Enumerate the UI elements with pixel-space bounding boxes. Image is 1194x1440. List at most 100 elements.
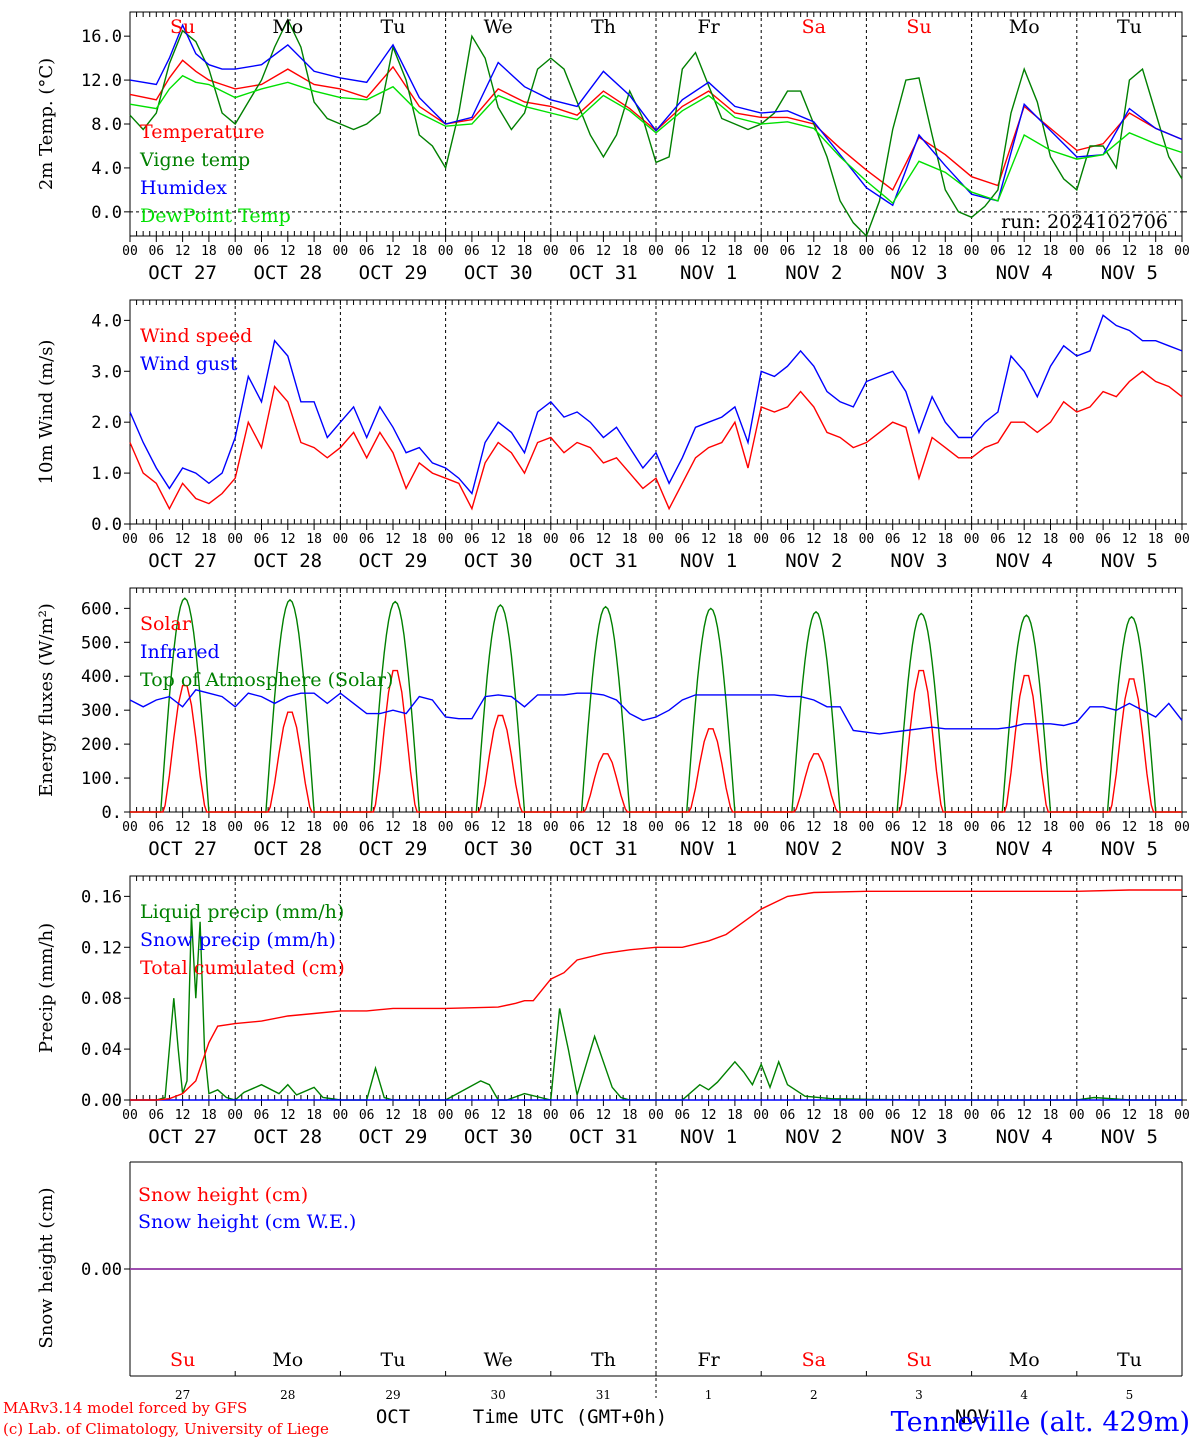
weekday-label: Th xyxy=(591,1349,616,1371)
hour-tick-label: 18 xyxy=(1148,1108,1164,1123)
hour-tick-label: 12 xyxy=(490,1108,506,1123)
hour-tick-label: 18 xyxy=(1043,820,1059,835)
y-axis-label: Energy fluxes (W/m²) xyxy=(36,603,57,797)
hour-tick-label: 06 xyxy=(1095,532,1111,547)
date-label: NOV 4 xyxy=(996,262,1053,284)
date-label: NOV 2 xyxy=(785,1126,842,1148)
panel-1: 00 06 12 18 00 06 12 18 00 06 12 18 00 06 12 18 00 06 12 18… xyxy=(36,11,1190,284)
panel-5: 0.00 Snow height (cm) Snow height (cm) Snow… xyxy=(36,1161,1183,1428)
hour-tick-label: 00 xyxy=(1069,244,1085,259)
hour-tick-label: 06 xyxy=(464,1108,480,1123)
weekday-label: Mo xyxy=(272,16,303,38)
hour-tick-label: 12 xyxy=(701,1108,717,1123)
hour-tick-label: 12 xyxy=(280,1108,296,1123)
date-label: NOV 2 xyxy=(785,550,842,572)
hour-tick-label: 12 xyxy=(280,532,296,547)
day-number: 29 xyxy=(385,1388,400,1402)
hour-tick-label: 18 xyxy=(622,820,638,835)
hour-tick-label: 06 xyxy=(254,244,270,259)
hour-tick-label: 06 xyxy=(885,820,901,835)
hour-tick-label: 06 xyxy=(990,532,1006,547)
hour-tick-label: 06 xyxy=(148,1108,164,1123)
hour-tick-label: 06 xyxy=(780,1108,796,1123)
hour-tick-label: 12 xyxy=(1122,244,1138,259)
hour-tick-label: 12 xyxy=(175,244,191,259)
y-axis-label: 2m Temp. (°C) xyxy=(36,58,57,190)
y-tick-label: 4.0 xyxy=(91,159,122,179)
hour-tick-label: 06 xyxy=(464,820,480,835)
series-line-infrared xyxy=(129,689,1183,735)
hour-tick-label: 06 xyxy=(1095,820,1111,835)
weekday-label: We xyxy=(484,1349,513,1371)
hour-tick-label: 00 xyxy=(122,1108,138,1123)
hour-tick-label: 12 xyxy=(596,244,612,259)
hour-tick-label: 12 xyxy=(1122,532,1138,547)
y-tick-label: 0.12 xyxy=(81,938,122,958)
hour-tick-label: 18 xyxy=(622,244,638,259)
station-title: Tenneville (alt. 429m) xyxy=(891,1407,1190,1438)
date-label: NOV 4 xyxy=(996,838,1053,860)
legend-entry: Temperature xyxy=(140,121,264,143)
hour-tick-label: 06 xyxy=(569,244,585,259)
hour-tick-label: 18 xyxy=(937,244,953,259)
series-line-temperature xyxy=(129,59,1183,191)
panel-2: 00 06 12 18 00 06 12 18 00 06 12 18 00 06 12 18 00 06 12 18… xyxy=(36,299,1190,572)
hour-tick-label: 18 xyxy=(517,820,533,835)
hour-tick-label: 18 xyxy=(411,532,427,547)
day-number: 27 xyxy=(175,1388,190,1402)
date-label: NOV 3 xyxy=(890,262,947,284)
hour-tick-label: 00 xyxy=(333,532,349,547)
date-label: OCT 30 xyxy=(464,550,533,572)
y-tick-label: 0.0 xyxy=(91,515,122,535)
date-label: OCT 30 xyxy=(464,838,533,860)
hour-tick-label: 18 xyxy=(411,1108,427,1123)
hour-tick-label: 18 xyxy=(201,820,217,835)
date-label: NOV 5 xyxy=(1101,838,1158,860)
hour-tick-label: 00 xyxy=(333,1108,349,1123)
y-tick-label: 0.16 xyxy=(81,887,122,907)
hour-tick-label: 06 xyxy=(569,820,585,835)
hour-tick-label: 18 xyxy=(1043,532,1059,547)
hour-tick-label: 06 xyxy=(885,244,901,259)
date-label: OCT 27 xyxy=(148,550,217,572)
series-line-total-cumulated-cm- xyxy=(130,889,1182,1101)
run-annotation: run: 2024102706 xyxy=(1001,211,1168,233)
hour-tick-label: 12 xyxy=(490,532,506,547)
hour-tick-label: 06 xyxy=(359,820,375,835)
day-number: 2 xyxy=(810,1388,818,1402)
weekday-label: Sa xyxy=(802,1349,826,1371)
hour-tick-label: 18 xyxy=(832,1108,848,1123)
hour-tick-label: 00 xyxy=(122,532,138,547)
hour-tick-label: 06 xyxy=(885,1108,901,1123)
y-tick-label: 12.0 xyxy=(81,71,122,91)
hour-tick-label: 00 xyxy=(438,244,454,259)
weekday-label: Su xyxy=(906,16,931,38)
hour-tick-label: 18 xyxy=(832,244,848,259)
date-label: NOV 4 xyxy=(996,550,1053,572)
hour-tick-label: 06 xyxy=(674,1108,690,1123)
hour-tick-label: 00 xyxy=(753,244,769,259)
date-label: NOV 2 xyxy=(785,838,842,860)
date-label: NOV 1 xyxy=(680,1126,737,1148)
date-label: NOV 1 xyxy=(680,838,737,860)
hour-tick-label: 06 xyxy=(674,532,690,547)
hour-tick-label: 12 xyxy=(701,244,717,259)
y-tick-label: 100. xyxy=(81,769,122,789)
hour-tick-label: 06 xyxy=(780,820,796,835)
date-label: OCT 28 xyxy=(253,262,322,284)
hour-tick-label: 00 xyxy=(964,1108,980,1123)
date-label: NOV 3 xyxy=(890,838,947,860)
hour-tick-label: 06 xyxy=(1095,1108,1111,1123)
y-tick-label: 200. xyxy=(81,735,122,755)
hour-tick-label: 12 xyxy=(1122,1108,1138,1123)
legend-entry: DewPoint Temp xyxy=(140,205,291,227)
legend-entry: Solar xyxy=(140,613,192,635)
weekday-label: Fr xyxy=(697,16,720,38)
date-label: OCT 27 xyxy=(148,262,217,284)
hour-tick-label: 18 xyxy=(201,1108,217,1123)
hour-tick-label: 06 xyxy=(990,820,1006,835)
hour-tick-label: 06 xyxy=(885,532,901,547)
hour-tick-label: 12 xyxy=(175,820,191,835)
hour-tick-label: 18 xyxy=(937,820,953,835)
y-tick-label: 16.0 xyxy=(81,27,122,47)
